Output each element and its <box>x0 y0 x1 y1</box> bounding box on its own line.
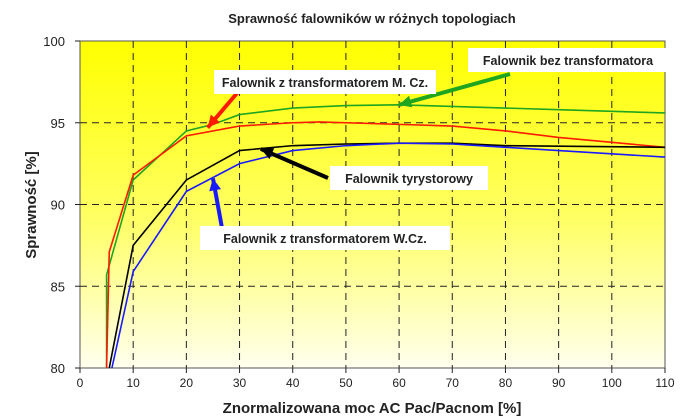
x-tick-label: 40 <box>286 376 300 390</box>
x-tick-label: 90 <box>552 376 566 390</box>
annotation-box-3 <box>200 226 450 250</box>
x-axis-label: Znormalizowana moc AC Pac/Pacnom [%] <box>223 400 522 417</box>
x-tick-label: 80 <box>499 376 513 390</box>
annotation-label-0: Falownik bez transformatora <box>483 54 654 68</box>
x-tick-label: 30 <box>233 376 247 390</box>
annotation-label-2: Falownik tyrystorowy <box>345 172 473 186</box>
x-tick-label: 20 <box>180 376 194 390</box>
annotation-arrow-0 <box>398 72 511 107</box>
y-tick-label: 100 <box>43 34 65 49</box>
x-tick-label: 10 <box>127 376 141 390</box>
x-tick-label: 60 <box>392 376 406 390</box>
annotation-box-1 <box>214 70 436 94</box>
y-axis-label: Sprawność [%] <box>23 151 40 259</box>
arrow-head-icon <box>207 114 220 128</box>
annotation-box-0 <box>468 48 668 72</box>
series-line-3 <box>111 142 666 369</box>
series-line-1 <box>105 121 666 369</box>
y-tick-label: 95 <box>51 116 65 131</box>
x-tick-label: 70 <box>446 376 460 390</box>
arrow-head-icon <box>260 148 275 160</box>
y-tick-label: 80 <box>51 361 65 376</box>
annotation-box-2 <box>330 166 488 190</box>
x-tick-label: 110 <box>655 376 674 390</box>
chart-title: Sprawność falowników w różnych topologia… <box>228 11 516 26</box>
y-tick-label: 85 <box>51 279 65 294</box>
arrow-head-icon <box>399 95 413 108</box>
arrow-head-icon <box>209 178 222 192</box>
annotation-arrow-2 <box>260 147 329 180</box>
series-line-2 <box>108 142 666 369</box>
annotation-label-1: Falownik z transformatorem M. Cz. <box>222 76 428 90</box>
y-tick-label: 90 <box>51 198 65 213</box>
annotation-label-3: Falownik z transformatorem W.Cz. <box>223 232 427 246</box>
x-tick-label: 100 <box>602 376 622 390</box>
series-line-0 <box>105 103 666 368</box>
x-tick-label: 50 <box>339 376 353 390</box>
x-tick-label: 0 <box>77 376 84 390</box>
